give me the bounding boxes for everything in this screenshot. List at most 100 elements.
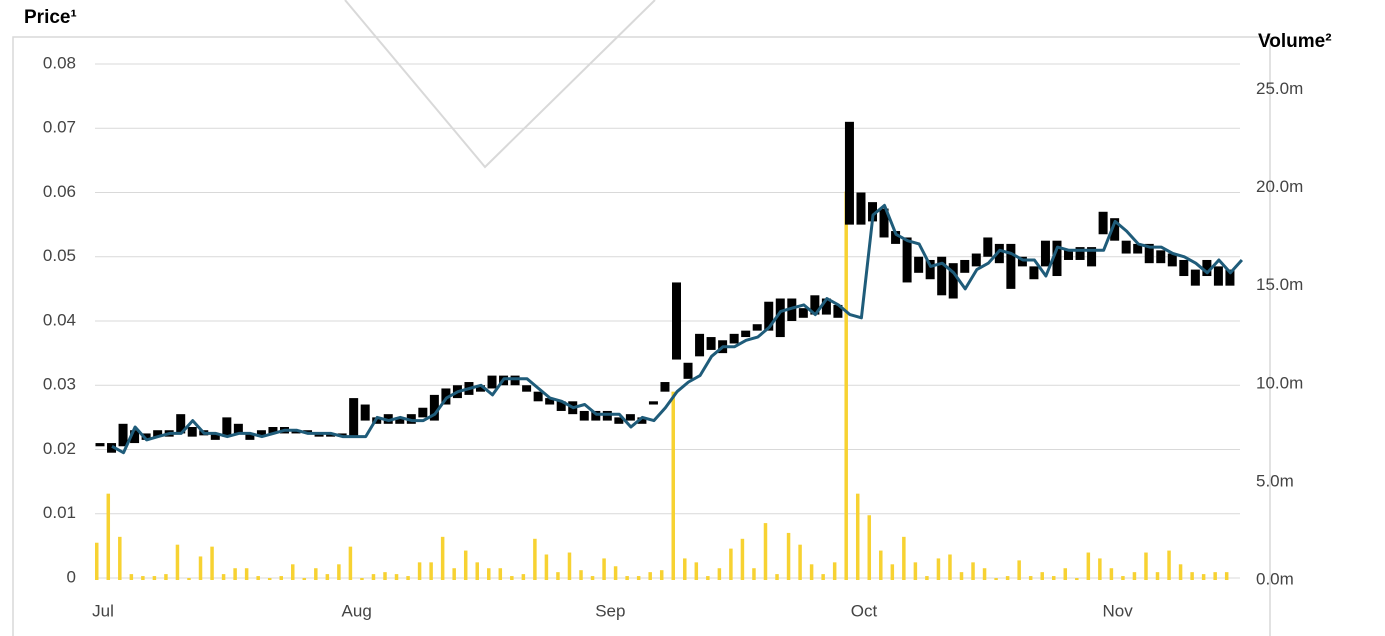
volume-bar [452,568,456,580]
volume-bar [394,574,399,580]
volume-bar [590,576,595,580]
price-bar [614,417,624,424]
price-bar [683,362,693,379]
price-bar [706,337,716,350]
volume-bar [648,572,652,580]
volume-bar [1063,568,1068,580]
price-bar [648,401,658,405]
frame [12,36,1271,636]
volume-bar [1075,578,1079,580]
volume-bar [625,576,629,580]
price-bar [1213,266,1223,286]
volume-bar [902,536,906,580]
volume-bar [694,562,699,580]
y-tick-label: 0.03 [43,375,76,394]
volume-bar [233,568,237,580]
y-tick-label: 0.05 [43,246,76,265]
volume-bar [1017,560,1021,580]
volume-bar [406,576,410,580]
volume-bar [95,542,99,580]
price-bar [902,237,912,283]
volume-bar [1201,574,1206,580]
volume-bar [1098,558,1102,580]
volume-bar [832,562,837,580]
price-bar [533,391,543,402]
price-bar [245,433,255,440]
price-bar [233,423,243,434]
price-bar [176,414,186,434]
y-tick-label: 0.07 [43,118,76,137]
price-bar [487,375,497,389]
volume-bar [498,568,503,580]
price-bar [349,398,359,437]
volume-bar [879,550,883,580]
price-bar [418,407,428,418]
volume-bar [360,578,364,580]
volume-bar [982,568,987,580]
volume-bar [636,576,641,580]
volume-bar [129,574,134,580]
y-tick-label: 0.08 [43,53,76,72]
price-bar [637,417,647,424]
y-tick-label: 0 [67,567,76,586]
volume-bar [1028,576,1033,580]
price-bar [1040,240,1050,267]
price-bar [153,430,163,437]
volume-bar [556,572,560,580]
volume-bar [544,554,549,580]
price-bar [107,443,117,453]
volume-bar [729,548,733,580]
price-bar [741,330,751,338]
y-tick-label: 0.02 [43,439,76,458]
volume-bar [775,574,779,580]
price-bar [672,282,681,360]
volume-bar [475,562,479,580]
volume-bar [567,552,572,580]
y2-tick-label: 15.0m [1256,275,1303,294]
volume-bar [798,544,802,580]
close-line [111,203,1244,455]
volume-bar [821,574,825,580]
price-bar [1190,269,1200,286]
volume-bar [302,578,307,580]
volume-bar [187,578,191,580]
labels: 0 0.01 0.02 0.03 0.04 0.05 0.06 0.07 0.08 0.0m 5.0… [43,53,1303,620]
price-bar [1098,211,1108,235]
volume-bar [1213,572,1217,580]
decoration [344,0,656,169]
price-bar [314,433,324,437]
y2-axis-title: Volume² [1258,31,1332,52]
price-bar [810,295,820,315]
price-bar [579,410,589,421]
volume-bar [1224,572,1229,580]
price-bar [729,333,739,344]
price-bar [141,433,151,440]
price-bar [256,430,266,437]
price-bar [545,398,555,405]
volume-bar [256,576,260,580]
volume-bar [671,391,675,580]
x-tick-label: Oct [851,601,878,620]
x-tick-label: Jul [92,601,114,620]
price-bar [291,430,301,434]
price-bar [395,417,405,424]
volume-bar [1051,576,1056,580]
price-bar [833,304,843,318]
price-bar [130,430,140,444]
price-bar [1029,266,1039,280]
volume-bar [948,554,952,580]
price-bar [868,202,878,222]
price-bar [891,231,901,244]
price-bars [95,121,1235,453]
price-bar [360,404,370,421]
y2-tick-label: 0.0m [1256,569,1294,588]
volume-bar [925,576,929,580]
volume-bar [959,572,964,580]
volume-bar [1190,572,1194,580]
price-bar [522,385,532,392]
price-bar [1202,259,1212,277]
volume-bar [913,562,918,580]
volume-bar [1132,572,1137,580]
volume-bar [809,564,814,580]
price-bar [1167,253,1177,267]
